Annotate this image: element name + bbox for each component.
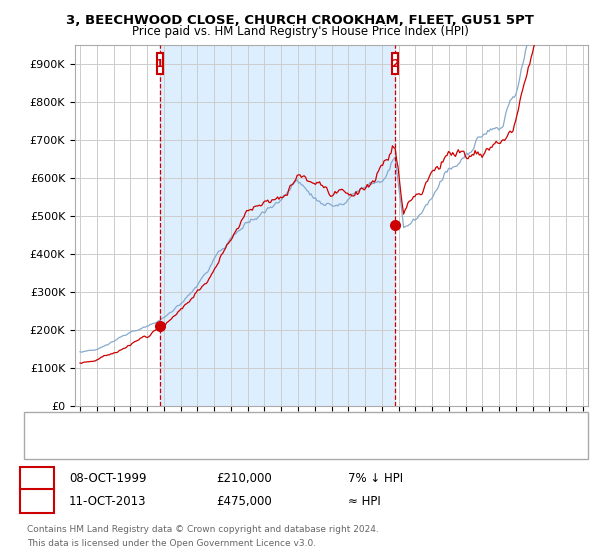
Text: 08-OCT-1999: 08-OCT-1999: [69, 472, 146, 486]
Text: 7% ↓ HPI: 7% ↓ HPI: [348, 472, 403, 486]
Text: £210,000: £210,000: [216, 472, 272, 486]
Text: This data is licensed under the Open Government Licence v3.0.: This data is licensed under the Open Gov…: [27, 539, 316, 548]
Text: Contains HM Land Registry data © Crown copyright and database right 2024.: Contains HM Land Registry data © Crown c…: [27, 525, 379, 534]
Text: 2: 2: [33, 494, 41, 508]
Text: ≈ HPI: ≈ HPI: [348, 494, 381, 508]
Text: 3, BEECHWOOD CLOSE, CHURCH CROOKHAM, FLEET, GU51 5PT: 3, BEECHWOOD CLOSE, CHURCH CROOKHAM, FLE…: [66, 14, 534, 27]
Text: £475,000: £475,000: [216, 494, 272, 508]
Text: 11-OCT-2013: 11-OCT-2013: [69, 494, 146, 508]
Text: 3, BEECHWOOD CLOSE, CHURCH CROOKHAM, FLEET, GU51 5PT (detached house): 3, BEECHWOOD CLOSE, CHURCH CROOKHAM, FLE…: [84, 422, 511, 432]
Text: Price paid vs. HM Land Registry's House Price Index (HPI): Price paid vs. HM Land Registry's House …: [131, 25, 469, 38]
Text: HPI: Average price, detached house, Hart: HPI: Average price, detached house, Hart: [84, 439, 299, 449]
Bar: [160, 45, 395, 406]
FancyBboxPatch shape: [157, 53, 163, 74]
Text: 1: 1: [33, 472, 41, 486]
FancyBboxPatch shape: [392, 53, 398, 74]
Text: 1: 1: [156, 59, 164, 69]
Text: 2: 2: [391, 59, 399, 69]
